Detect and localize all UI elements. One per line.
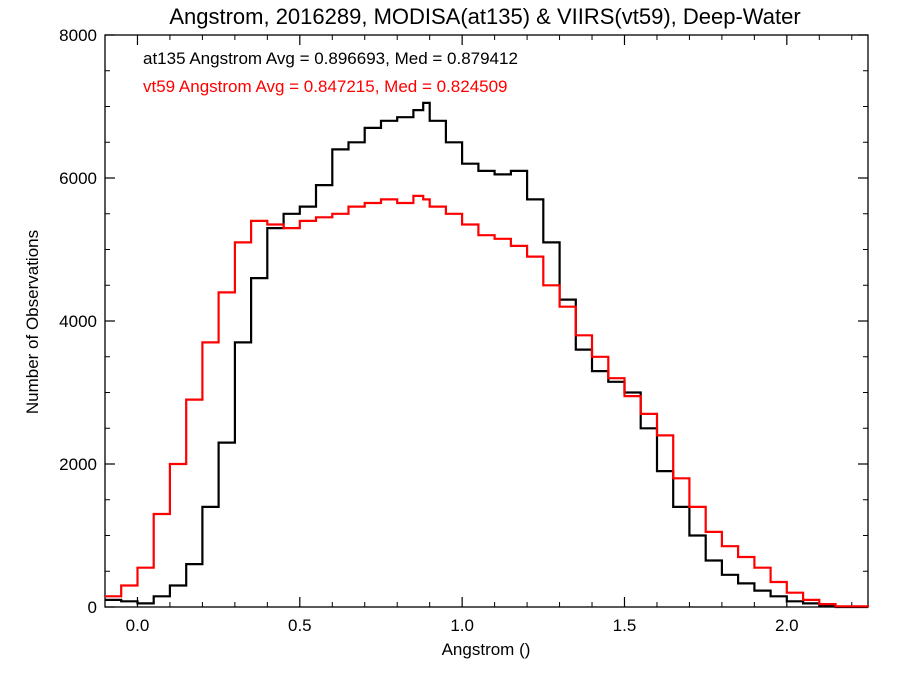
x-tick-label: 0.5 <box>288 616 312 635</box>
y-tick-label: 8000 <box>59 26 97 45</box>
y-axis-title: Number of Observations <box>23 230 42 414</box>
annotation-text: vt59 Angstrom Avg = 0.847215, Med = 0.82… <box>143 77 508 96</box>
x-tick-label: 2.0 <box>775 616 799 635</box>
y-tick-label: 6000 <box>59 169 97 188</box>
y-tick-label: 4000 <box>59 312 97 331</box>
annotations: at135 Angstrom Avg = 0.896693, Med = 0.8… <box>143 49 518 96</box>
x-tick-label: 0.0 <box>126 616 150 635</box>
x-tick-labels: 0.0 0.5 1.0 1.5 2.0 <box>126 616 799 635</box>
annotation-text: at135 Angstrom Avg = 0.896693, Med = 0.8… <box>143 49 518 68</box>
y-tick-label: 2000 <box>59 455 97 474</box>
y-tick-label: 0 <box>88 598 97 617</box>
chart-title: Angstrom, 2016289, MODISA(at135) & VIIRS… <box>169 4 800 29</box>
x-tick-label: 1.5 <box>613 616 637 635</box>
y-tick-labels: 0 2000 4000 6000 8000 <box>59 26 97 617</box>
x-axis-title: Angstrom () <box>442 640 531 659</box>
series-line-vt59 <box>105 194 870 608</box>
series-line-at135 <box>105 101 868 609</box>
x-tick-label: 1.0 <box>450 616 474 635</box>
series-layer <box>105 101 870 609</box>
